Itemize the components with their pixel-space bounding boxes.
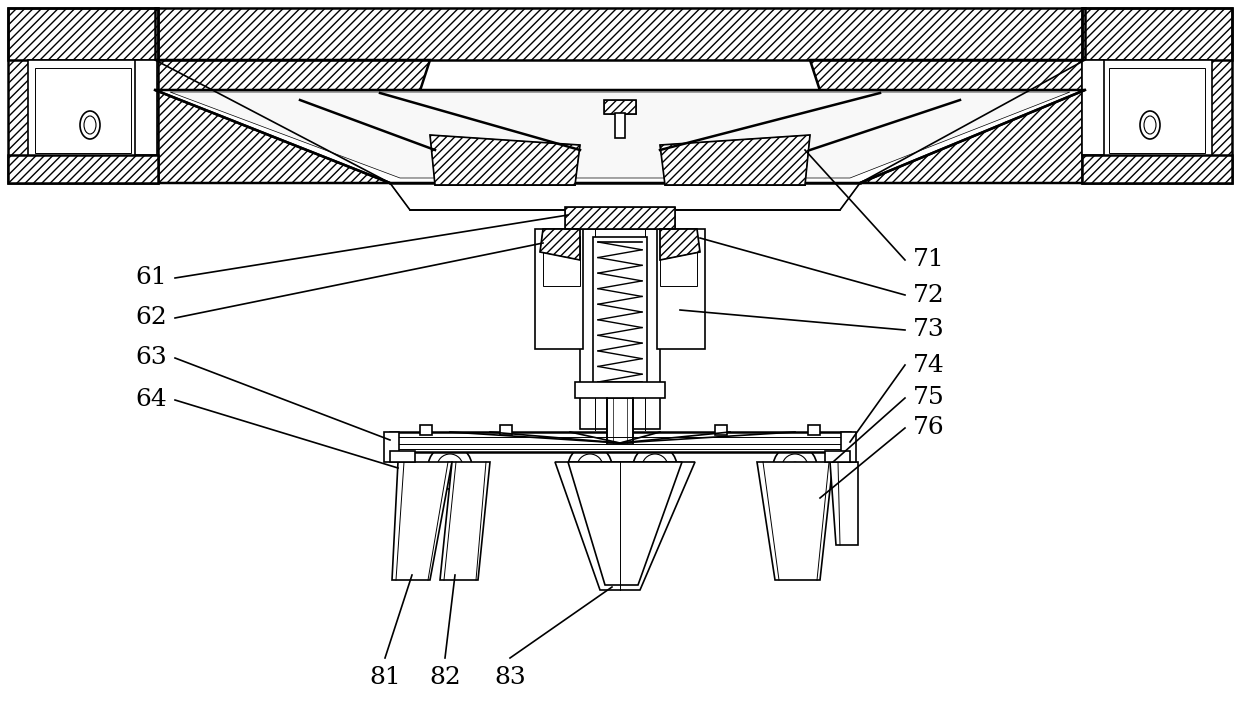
Bar: [1083, 8, 1233, 60]
Bar: [534, 229, 583, 349]
Ellipse shape: [1140, 111, 1159, 139]
Ellipse shape: [1145, 116, 1156, 134]
Bar: [7, 155, 157, 183]
Bar: [391, 451, 415, 462]
Bar: [808, 425, 820, 435]
Bar: [500, 425, 512, 435]
Bar: [1109, 68, 1205, 153]
Polygon shape: [568, 462, 682, 585]
Circle shape: [632, 445, 677, 489]
Text: 63: 63: [135, 346, 167, 370]
Bar: [7, 8, 157, 183]
Circle shape: [790, 462, 800, 472]
Bar: [608, 398, 632, 443]
Text: 76: 76: [913, 417, 945, 439]
Circle shape: [585, 462, 595, 472]
Bar: [604, 100, 636, 114]
Polygon shape: [392, 462, 453, 580]
Text: 61: 61: [135, 266, 167, 290]
Circle shape: [782, 454, 808, 480]
Bar: [543, 236, 580, 286]
Bar: [7, 8, 157, 60]
Bar: [155, 8, 1085, 60]
Bar: [155, 8, 1085, 60]
Bar: [1083, 155, 1233, 183]
Bar: [575, 382, 665, 398]
Bar: [604, 100, 636, 114]
Bar: [7, 8, 157, 183]
Bar: [615, 113, 625, 138]
Bar: [657, 229, 706, 349]
Circle shape: [436, 454, 463, 480]
Polygon shape: [170, 92, 1070, 178]
Bar: [841, 432, 856, 462]
Bar: [1083, 8, 1233, 183]
Polygon shape: [665, 155, 805, 185]
Bar: [715, 425, 727, 435]
Polygon shape: [756, 462, 833, 580]
Text: 74: 74: [913, 354, 945, 377]
Bar: [565, 207, 675, 229]
Ellipse shape: [84, 116, 95, 134]
Circle shape: [642, 454, 668, 480]
Bar: [1083, 8, 1233, 183]
Circle shape: [773, 445, 817, 489]
Bar: [1083, 60, 1104, 155]
Bar: [7, 155, 157, 183]
Polygon shape: [660, 135, 810, 185]
Polygon shape: [830, 462, 858, 545]
Polygon shape: [435, 155, 575, 185]
Polygon shape: [430, 135, 580, 185]
Text: 73: 73: [913, 319, 945, 341]
Bar: [1083, 8, 1233, 60]
Bar: [580, 229, 660, 429]
Bar: [565, 207, 675, 229]
Text: 71: 71: [913, 248, 945, 272]
Text: 81: 81: [370, 666, 401, 689]
Circle shape: [445, 462, 455, 472]
Text: 64: 64: [135, 388, 167, 412]
Polygon shape: [440, 462, 490, 580]
Polygon shape: [155, 90, 1085, 183]
Bar: [391, 432, 849, 452]
Bar: [420, 425, 432, 435]
Circle shape: [650, 462, 660, 472]
Bar: [660, 236, 697, 286]
Polygon shape: [155, 60, 430, 183]
Bar: [29, 60, 138, 160]
Bar: [1083, 155, 1233, 183]
Ellipse shape: [81, 111, 100, 139]
Polygon shape: [539, 229, 580, 260]
Circle shape: [568, 445, 613, 489]
Polygon shape: [660, 229, 701, 260]
Polygon shape: [810, 60, 1085, 183]
Bar: [593, 237, 647, 392]
Polygon shape: [556, 462, 694, 590]
Bar: [135, 60, 157, 155]
Bar: [35, 68, 131, 153]
Text: 83: 83: [494, 666, 526, 689]
Text: 62: 62: [135, 306, 167, 330]
Bar: [384, 432, 399, 462]
Bar: [1102, 60, 1211, 160]
Polygon shape: [391, 183, 861, 210]
Text: 75: 75: [913, 386, 945, 409]
Text: 72: 72: [913, 283, 945, 306]
Text: 82: 82: [429, 666, 461, 689]
Bar: [825, 451, 849, 462]
Bar: [7, 8, 157, 60]
Circle shape: [428, 445, 472, 489]
Circle shape: [577, 454, 603, 480]
